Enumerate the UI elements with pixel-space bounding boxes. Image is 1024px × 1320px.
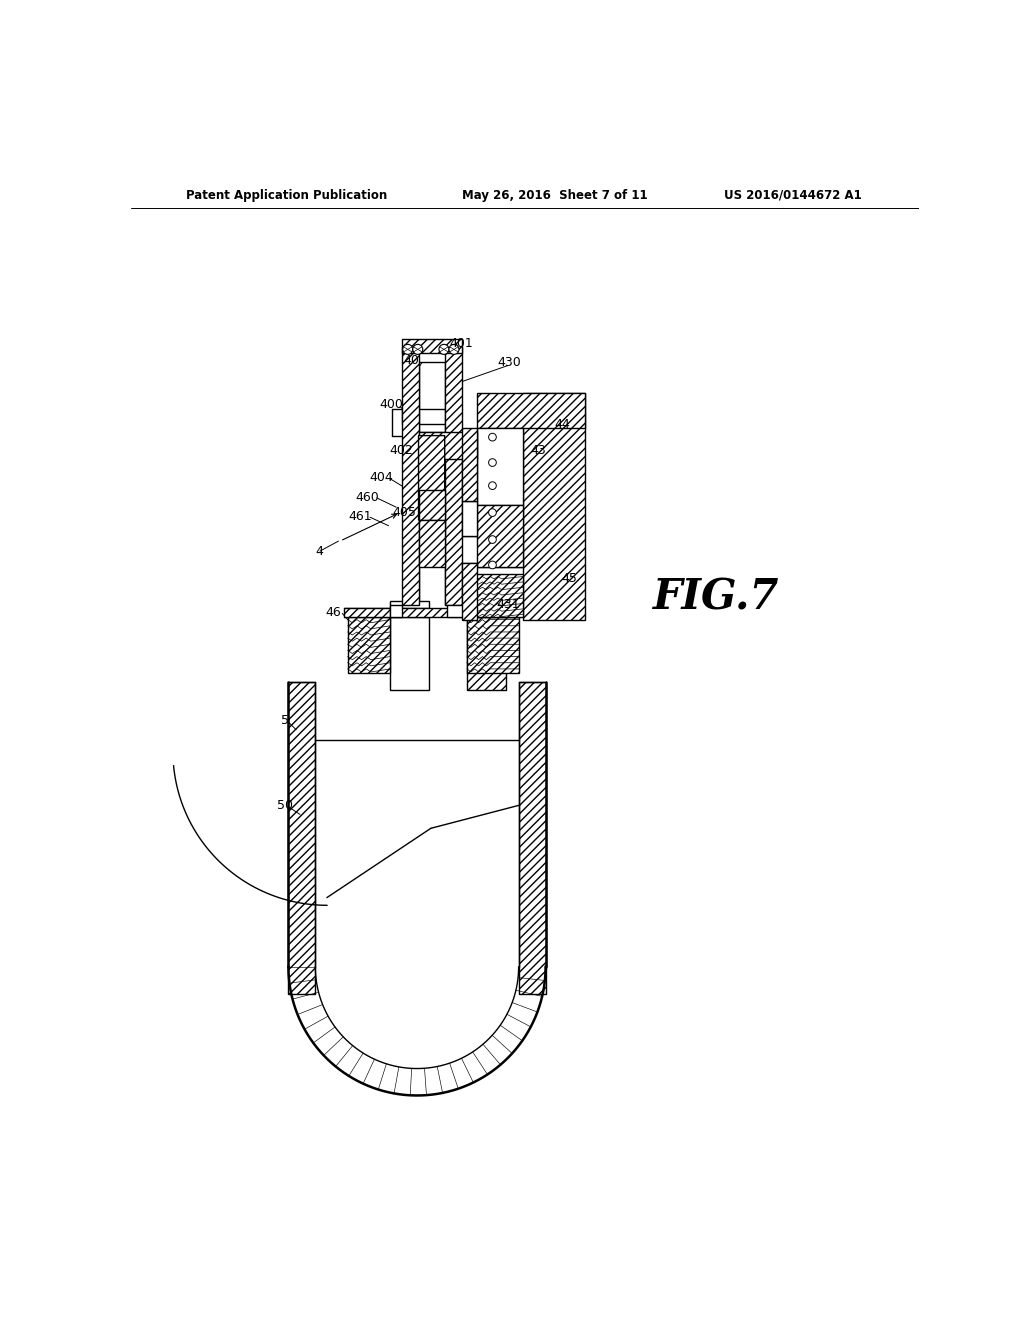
Bar xyxy=(447,605,468,618)
Text: 430: 430 xyxy=(498,356,521,370)
Circle shape xyxy=(413,345,423,354)
Bar xyxy=(444,347,462,605)
Bar xyxy=(462,502,477,536)
Bar xyxy=(419,490,444,520)
Text: 404: 404 xyxy=(369,471,392,484)
Bar xyxy=(519,682,547,994)
Text: 400: 400 xyxy=(379,399,402,412)
Text: 4: 4 xyxy=(315,545,324,557)
Bar xyxy=(467,601,506,689)
Bar xyxy=(462,428,477,502)
Text: 461: 461 xyxy=(348,510,372,523)
Bar xyxy=(401,347,419,605)
Text: 40: 40 xyxy=(403,354,420,367)
Circle shape xyxy=(402,345,413,354)
Text: 45: 45 xyxy=(561,572,578,585)
Bar xyxy=(477,428,523,506)
Text: May 26, 2016  Sheet 7 of 11: May 26, 2016 Sheet 7 of 11 xyxy=(462,189,647,202)
Bar xyxy=(467,618,519,673)
Text: 405: 405 xyxy=(392,506,416,519)
Text: 5: 5 xyxy=(281,714,289,727)
Circle shape xyxy=(449,345,459,354)
Bar xyxy=(390,601,429,689)
Text: 46: 46 xyxy=(326,606,341,619)
Circle shape xyxy=(488,433,497,441)
Text: FIG.7: FIG.7 xyxy=(652,577,779,618)
Text: 401: 401 xyxy=(450,337,473,350)
Bar xyxy=(348,618,390,673)
Bar xyxy=(462,562,477,620)
Bar xyxy=(390,609,519,618)
Bar xyxy=(477,393,585,428)
Bar xyxy=(477,504,523,566)
Circle shape xyxy=(488,459,497,466)
Bar xyxy=(344,609,429,618)
Bar xyxy=(419,432,477,459)
Text: 431: 431 xyxy=(496,598,519,611)
Bar xyxy=(467,574,523,616)
Bar xyxy=(401,339,462,354)
Polygon shape xyxy=(419,436,444,520)
Bar xyxy=(419,520,444,566)
Text: US 2016/0144672 A1: US 2016/0144672 A1 xyxy=(724,189,862,202)
Bar xyxy=(523,393,585,620)
Circle shape xyxy=(488,536,497,544)
Text: 460: 460 xyxy=(356,491,380,504)
Circle shape xyxy=(488,508,497,516)
Text: 44: 44 xyxy=(554,417,569,430)
Text: Patent Application Publication: Patent Application Publication xyxy=(186,189,387,202)
Circle shape xyxy=(488,561,497,569)
Text: 50: 50 xyxy=(276,799,293,812)
Text: 402: 402 xyxy=(390,445,414,458)
Circle shape xyxy=(488,482,497,490)
Circle shape xyxy=(439,345,449,354)
Bar xyxy=(289,682,315,994)
Text: 43: 43 xyxy=(530,445,547,458)
Bar xyxy=(390,605,401,618)
